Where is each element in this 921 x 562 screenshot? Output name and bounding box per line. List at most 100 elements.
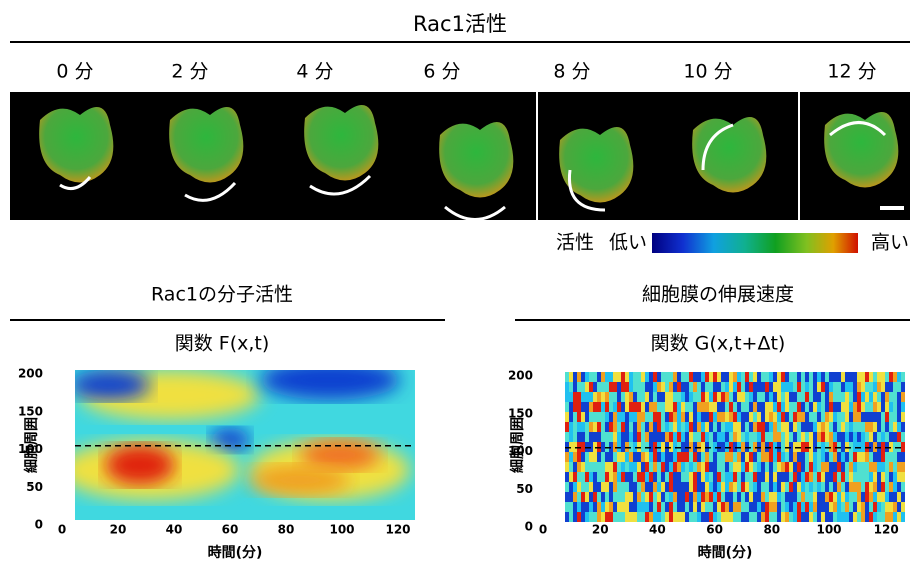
heatmap-cell <box>677 432 681 442</box>
heatmap-cell <box>889 472 893 482</box>
heatmap-cell <box>737 462 741 472</box>
heatmap-cell <box>585 412 589 422</box>
heatmap-cell <box>609 422 613 432</box>
heatmap-cell <box>853 502 857 512</box>
y-tick-label: 50 <box>516 482 533 496</box>
x-tick-label: 100 <box>816 523 841 537</box>
heatmap-cell <box>901 432 905 442</box>
heatmap-cell <box>769 372 773 382</box>
heatmap-cell <box>617 462 621 472</box>
x-tick-label: 60 <box>222 523 239 537</box>
heatmap-cell <box>669 392 673 402</box>
heatmap-cell <box>721 402 725 412</box>
heatmap-cell <box>693 412 697 422</box>
heatmap-cell <box>897 372 901 382</box>
heatmap-cell <box>737 502 741 512</box>
heatmap-cell <box>869 432 873 442</box>
heatmap-cell <box>785 412 789 422</box>
heatmap-cell <box>865 372 869 382</box>
heatmap-cell <box>861 482 865 492</box>
heatmap-cell <box>845 482 849 492</box>
heatmap-cell <box>865 462 869 472</box>
heatmap-cell <box>649 482 653 492</box>
heatmap-cell <box>641 492 645 502</box>
heatmap-cell <box>877 392 881 402</box>
heatmap-cell <box>881 382 885 392</box>
heatmap-cell <box>901 382 905 392</box>
heatmap-cell <box>857 392 861 402</box>
heatmap-cell <box>897 492 901 502</box>
heatmap-cell <box>569 472 573 482</box>
heatmap-cell <box>669 382 673 392</box>
heatmap-cell <box>605 502 609 512</box>
heatmap-cell <box>785 492 789 502</box>
heatmap-cell <box>753 452 757 462</box>
heatmap-cell <box>897 472 901 482</box>
heatmap-cell <box>893 372 897 382</box>
heatmap-cell <box>573 482 577 492</box>
heatmap-cell <box>817 412 821 422</box>
heatmap-cell <box>897 422 901 432</box>
heatmap-cell <box>673 512 677 522</box>
heatmap-cell <box>577 452 581 462</box>
heatmap-cell <box>881 492 885 502</box>
heatmap-cell <box>593 512 597 522</box>
heatmap-cell <box>625 482 629 492</box>
heatmap-cell <box>573 422 577 432</box>
heatmap-cell <box>597 492 601 502</box>
heatmap-cell <box>661 402 665 412</box>
time-label: 12 分 <box>827 61 876 83</box>
heatmap-cell <box>853 452 857 462</box>
heatmap-cell <box>633 492 637 502</box>
heatmap-cell <box>605 432 609 442</box>
heatmap-cell <box>797 392 801 402</box>
heatmap-cell <box>829 512 833 522</box>
heatmap-cell <box>581 372 585 382</box>
heatmap-cell <box>705 492 709 502</box>
heatmap-cell <box>817 512 821 522</box>
heatmap-cell <box>581 422 585 432</box>
heatmap-cell <box>817 432 821 442</box>
heatmap-cell <box>709 432 713 442</box>
heatmap-cell <box>665 392 669 402</box>
heatmap-cell <box>737 382 741 392</box>
heatmap-cell <box>797 502 801 512</box>
heatmap-cell <box>733 422 737 432</box>
heatmap-cell <box>645 422 649 432</box>
heatmap-cell <box>597 452 601 462</box>
heatmap-cell <box>725 452 729 462</box>
heatmap-cell <box>581 392 585 402</box>
heatmap-cell <box>693 462 697 472</box>
panel-title: Rac1の分子活性 <box>151 284 293 306</box>
heatmap-cell <box>741 382 745 392</box>
heatmap-cell <box>801 402 805 412</box>
heatmap-cell <box>609 512 613 522</box>
heatmap-cell <box>613 452 617 462</box>
heatmap-cell <box>833 502 837 512</box>
heatmap-cell <box>745 472 749 482</box>
heatmap-cell <box>633 482 637 492</box>
heatmap-cell <box>765 462 769 472</box>
heatmap-cell <box>757 422 761 432</box>
heatmap-cell <box>869 502 873 512</box>
heatmap-cell <box>853 512 857 522</box>
heatmap-cell <box>849 462 853 472</box>
heatmap-cell <box>881 502 885 512</box>
heatmap-cell <box>733 462 737 472</box>
heatmap-cell <box>737 512 741 522</box>
heatmap-cell <box>769 482 773 492</box>
heatmap-cell <box>585 502 589 512</box>
heatmap-cell <box>589 372 593 382</box>
heatmap-cell <box>653 502 657 512</box>
x-tick-label: 60 <box>706 523 723 537</box>
heatmap-cell <box>829 382 833 392</box>
heatmap-cell <box>681 472 685 482</box>
heatmap-cell <box>785 392 789 402</box>
heatmap-cell <box>657 412 661 422</box>
heatmap-cell <box>681 482 685 492</box>
heatmap-cell <box>821 482 825 492</box>
heatmap-cell <box>761 452 765 462</box>
heatmap-cell <box>825 412 829 422</box>
heatmap-cell <box>721 482 725 492</box>
heatmap-cell <box>625 512 629 522</box>
